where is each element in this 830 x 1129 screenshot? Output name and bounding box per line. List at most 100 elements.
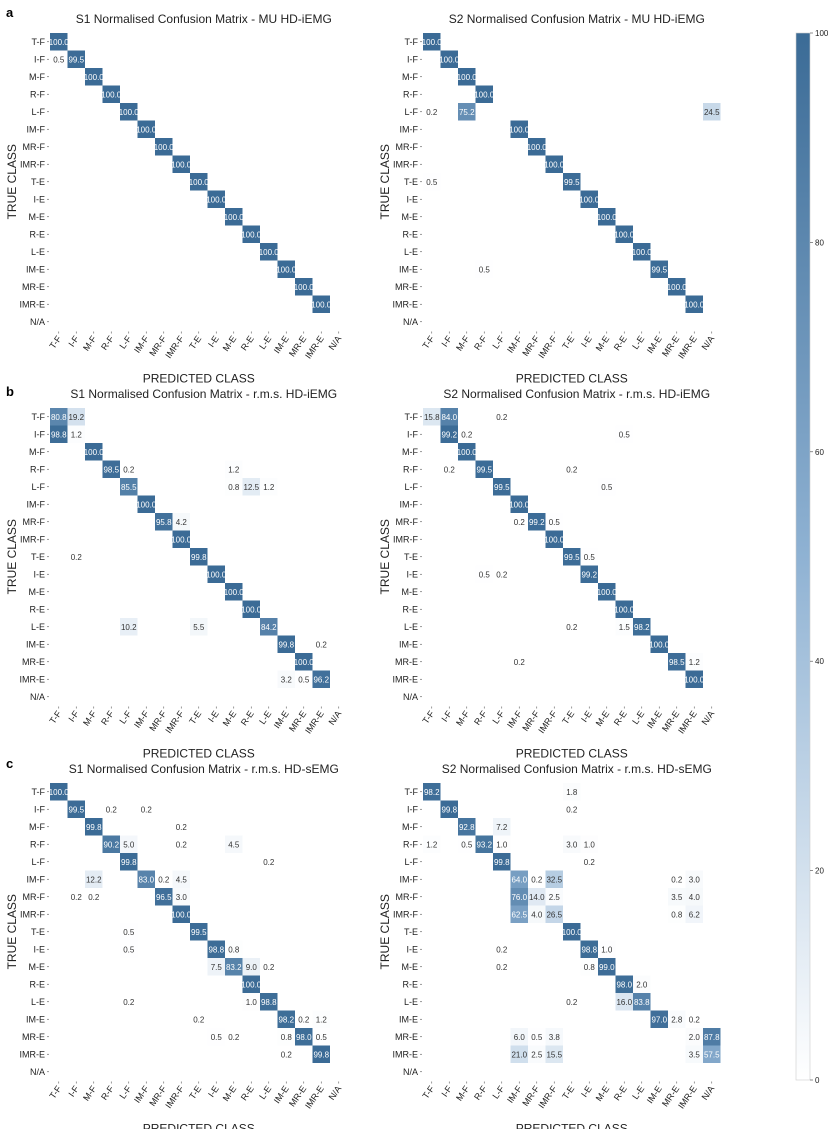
matrix-cell (242, 478, 260, 496)
cell-value-label: 84.0 (441, 413, 457, 422)
matrix-cell (668, 905, 686, 923)
matrix-cell (545, 905, 563, 923)
x-axis-label: PREDICTED CLASS (143, 1122, 255, 1129)
y-tick-label: IM-F (400, 124, 419, 134)
x-tick-label: M-E (594, 709, 612, 728)
cell-value-label: 99.5 (68, 55, 84, 64)
cell-value-label: 1.2 (228, 465, 240, 474)
matrix-cell (242, 993, 260, 1011)
matrix-cell (633, 243, 651, 261)
cell-value-label: 14.0 (529, 893, 545, 902)
matrix-cell (120, 853, 138, 871)
cell-value-label: 4.2 (176, 518, 188, 527)
x-tick-label: L-F (490, 333, 506, 350)
cell-value-label: 12.5 (243, 483, 259, 492)
cell-value-label: 0.5 (211, 1033, 223, 1042)
cell-value-label: 0.8 (671, 910, 683, 919)
matrix-cell (615, 975, 633, 993)
cell-value-label: 3.0 (176, 893, 188, 902)
y-tick-label: I-E (406, 569, 418, 579)
matrix-cell (155, 138, 173, 156)
matrix-cell (172, 870, 190, 888)
matrix-cell (685, 888, 703, 906)
cell-value-label: 0.2 (671, 875, 683, 884)
cell-value-label: 100.0 (259, 248, 280, 257)
matrix-cell (260, 958, 278, 976)
matrix-cell (685, 670, 703, 688)
matrix-cell (528, 905, 546, 923)
cell-value-label: 0.8 (228, 945, 240, 954)
y-tick-label: T-E (31, 927, 45, 937)
x-tick-label: I-F (66, 1084, 81, 1099)
x-tick-label: I-F (439, 334, 454, 349)
y-tick-label: T-F (405, 412, 419, 422)
matrix-cell (493, 853, 511, 871)
cell-value-label: 0.2 (123, 465, 135, 474)
matrix-cell (545, 1028, 563, 1046)
x-tick-label: L-E (630, 334, 646, 351)
matrix-cell (563, 923, 581, 941)
cell-value-label: 98.8 (51, 430, 67, 439)
matrix-cell (510, 120, 528, 138)
matrix-cell (50, 50, 68, 68)
x-tick-label: R-F (99, 1084, 116, 1102)
cell-value-label: 1.0 (496, 840, 508, 849)
cell-value-label: 97.0 (651, 1015, 667, 1024)
y-tick-label: IMR-E (393, 299, 419, 309)
matrix-cell (50, 408, 68, 426)
matrix-cell (528, 888, 546, 906)
y-tick-label: R-F (30, 839, 45, 849)
x-tick-label: R-F (99, 334, 116, 352)
matrix-cell (50, 783, 68, 801)
matrix-cell (563, 548, 581, 566)
x-tick-label: L-E (630, 1084, 646, 1101)
matrix-cell (225, 460, 243, 478)
cell-value-label: 0.8 (281, 1033, 293, 1042)
matrix-cell (563, 800, 581, 818)
cell-value-label: 0.2 (123, 998, 135, 1007)
matrix-cell (67, 408, 85, 426)
x-tick-label: IMR-E (303, 709, 326, 736)
matrix-cell (475, 565, 493, 583)
cell-value-label: 99.8 (441, 805, 457, 814)
cell-value-label: 0.2 (263, 858, 275, 867)
cell-value-label: 0.2 (461, 430, 473, 439)
matrix-cell (475, 835, 493, 853)
matrix-cell (102, 85, 120, 103)
y-tick-label: R-E (30, 979, 46, 989)
matrix-cell (295, 670, 313, 688)
matrix-cell (650, 1010, 668, 1028)
matrix-cell (615, 425, 633, 443)
x-tick-label: L-E (257, 709, 273, 726)
matrices-group: S1 Normalised Confusion Matrix - MU HD-i… (5, 12, 721, 1129)
matrix-cell (668, 870, 686, 888)
cell-value-label: 0.2 (263, 963, 275, 972)
cell-value-label: 4.5 (228, 840, 240, 849)
y-tick-label: MR-F (23, 142, 46, 152)
y-tick-label: MR-F (396, 142, 419, 152)
matrix-cell (277, 1010, 295, 1028)
matrix-cell (102, 460, 120, 478)
x-tick-label: R-F (99, 709, 116, 727)
y-tick-label: IMR-E (20, 299, 46, 309)
matrix-cell (172, 530, 190, 548)
matrix-cell (120, 940, 138, 958)
cell-value-label: 100.0 (294, 283, 315, 292)
y-tick-label: IM-E (399, 264, 418, 274)
matrix-cell (685, 653, 703, 671)
cell-value-label: 0.8 (584, 963, 596, 972)
cell-value-label: 10.2 (121, 623, 137, 632)
x-tick-label: T-E (560, 1084, 576, 1101)
cell-value-label: 0.5 (479, 570, 491, 579)
y-tick-label: MR-E (395, 657, 418, 667)
cell-value-label: 98.0 (616, 980, 632, 989)
matrix-cell (207, 190, 225, 208)
matrix-cell (510, 495, 528, 513)
matrix-cell (563, 835, 581, 853)
cell-value-label: 80.8 (51, 413, 67, 422)
matrix-cell (207, 958, 225, 976)
cell-value-label: 0.5 (601, 483, 613, 492)
y-tick-label: R-F (403, 839, 418, 849)
cell-value-label: 0.2 (316, 640, 328, 649)
matrix-title: S2 Normalised Confusion Matrix - MU HD-i… (449, 12, 705, 26)
